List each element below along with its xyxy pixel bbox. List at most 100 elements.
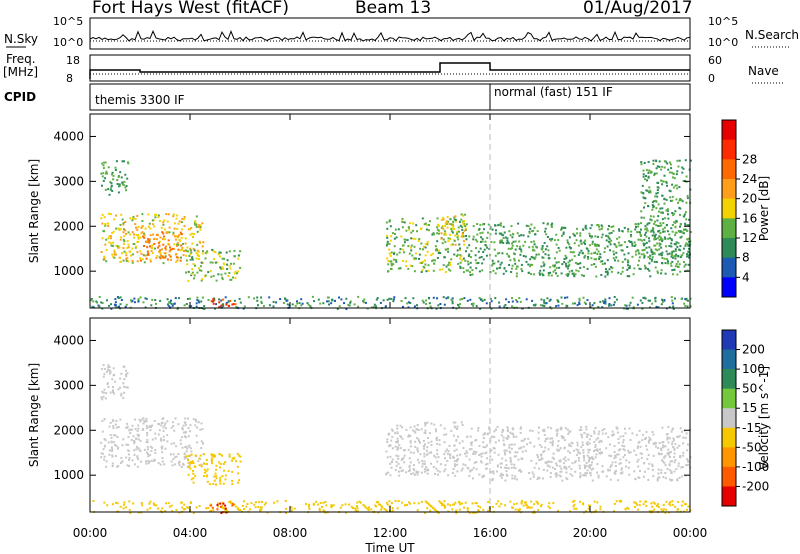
echo-cell bbox=[407, 245, 410, 248]
echo-cell bbox=[593, 432, 596, 435]
echo-cell bbox=[547, 272, 550, 274]
echo-cell bbox=[521, 270, 524, 273]
echo-cell bbox=[489, 455, 492, 458]
echo-cell bbox=[203, 305, 206, 307]
echo-cell bbox=[215, 464, 218, 467]
echo-cell bbox=[194, 474, 197, 477]
echo-cell bbox=[188, 255, 191, 257]
echo-cell bbox=[442, 227, 445, 230]
echo-cell bbox=[559, 475, 562, 478]
echo-cell bbox=[398, 474, 401, 477]
echo-cell bbox=[656, 479, 659, 482]
echo-cell bbox=[290, 506, 293, 509]
echo-cell bbox=[442, 503, 445, 506]
echo-cell bbox=[433, 423, 436, 426]
echo-cell bbox=[219, 478, 222, 481]
echo-cell bbox=[492, 447, 495, 450]
echo-cell bbox=[619, 462, 622, 465]
echo-cell bbox=[107, 441, 110, 444]
echo-cell bbox=[568, 259, 571, 262]
echo-cell bbox=[622, 448, 625, 451]
echo-cell bbox=[159, 252, 162, 255]
echo-cell bbox=[479, 298, 482, 301]
echo-cell bbox=[441, 268, 444, 271]
echo-cell bbox=[101, 430, 104, 433]
echo-cell bbox=[507, 254, 510, 257]
echo-cell bbox=[195, 215, 198, 218]
echo-cell bbox=[627, 449, 630, 452]
echo-cell bbox=[649, 215, 652, 218]
echo-cell bbox=[443, 233, 446, 236]
echo-cell bbox=[557, 239, 560, 241]
nsky-trace bbox=[89, 30, 691, 42]
echo-cell bbox=[100, 217, 103, 220]
echo-cell bbox=[210, 504, 213, 507]
echo-cell bbox=[253, 503, 256, 506]
echo-cell bbox=[412, 429, 415, 432]
echo-cell bbox=[607, 228, 609, 231]
echo-cell bbox=[228, 453, 231, 456]
echo-cell bbox=[666, 452, 669, 455]
echo-cell bbox=[674, 297, 676, 300]
echo-cell bbox=[458, 501, 461, 504]
echo-cell bbox=[461, 440, 464, 443]
echo-cell bbox=[112, 367, 115, 370]
y-tick-label: 2000 bbox=[53, 219, 84, 233]
echo-cell bbox=[140, 227, 143, 229]
echo-cell bbox=[122, 397, 125, 399]
echo-cell bbox=[649, 299, 651, 302]
echo-cell bbox=[590, 224, 593, 227]
echo-cell bbox=[388, 444, 391, 447]
echo-cell bbox=[620, 244, 623, 246]
echo-cell bbox=[462, 267, 465, 270]
echo-cell bbox=[389, 225, 392, 228]
echo-cell bbox=[419, 228, 422, 230]
echo-cell bbox=[203, 462, 205, 465]
echo-cell bbox=[478, 445, 481, 447]
echo-cell bbox=[551, 440, 554, 443]
echo-cell bbox=[177, 222, 180, 225]
echo-cell bbox=[149, 245, 151, 248]
echo-cell bbox=[639, 500, 642, 503]
echo-cell bbox=[461, 228, 464, 231]
echo-cell bbox=[527, 235, 530, 238]
echo-cell bbox=[679, 198, 682, 201]
echo-cell bbox=[528, 231, 531, 234]
echo-cell bbox=[526, 443, 529, 446]
echo-cell bbox=[115, 306, 118, 309]
echo-cell bbox=[396, 441, 399, 444]
echo-cell bbox=[471, 269, 474, 272]
echo-cell bbox=[100, 456, 103, 459]
echo-cell bbox=[127, 243, 130, 246]
echo-cell bbox=[393, 237, 396, 240]
echo-cell bbox=[587, 460, 590, 463]
echo-cell bbox=[638, 267, 641, 270]
echo-cell bbox=[447, 240, 450, 243]
echo-cell bbox=[666, 262, 669, 265]
echo-cell bbox=[542, 450, 545, 453]
echo-cell bbox=[182, 242, 184, 245]
echo-cell bbox=[570, 441, 573, 444]
echo-cell bbox=[195, 302, 198, 305]
echo-cell bbox=[282, 302, 285, 304]
echo-cell bbox=[385, 450, 388, 453]
echo-cell bbox=[614, 472, 617, 475]
echo-cell bbox=[623, 241, 626, 244]
echo-cell bbox=[272, 305, 275, 308]
y-tick-label: 2000 bbox=[53, 423, 84, 437]
echo-cell bbox=[113, 303, 116, 306]
echo-cell bbox=[221, 257, 224, 260]
echo-cell bbox=[150, 304, 153, 307]
echo-cell bbox=[568, 431, 571, 434]
echo-cell bbox=[564, 296, 566, 299]
echo-cell bbox=[421, 269, 424, 272]
echo-cell bbox=[599, 260, 602, 263]
echo-cell bbox=[612, 250, 615, 253]
echo-cell bbox=[422, 301, 425, 304]
echo-cell bbox=[110, 182, 113, 185]
echo-cell bbox=[574, 261, 577, 264]
echo-cell bbox=[515, 275, 518, 278]
echo-cell bbox=[511, 264, 514, 267]
echo-cell bbox=[472, 466, 475, 469]
echo-cell bbox=[443, 427, 446, 430]
